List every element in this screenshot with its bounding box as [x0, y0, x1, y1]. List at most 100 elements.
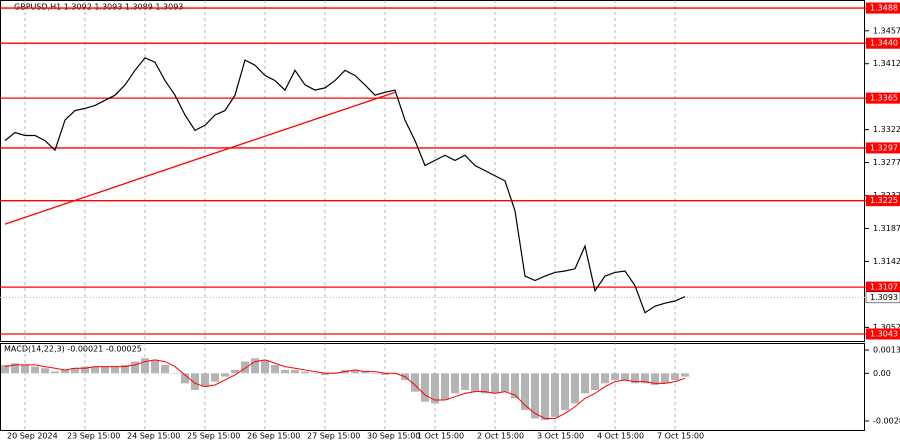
histogram-bar [91, 366, 99, 374]
y-tick-label: 0.00139 [873, 346, 900, 355]
x-tick-label: 20 Sep 2024 [7, 432, 58, 441]
histogram-bar [221, 373, 229, 377]
histogram-bar [111, 366, 119, 374]
histogram-bar [381, 373, 389, 375]
histogram-bar [31, 366, 39, 374]
histogram-bar [121, 364, 129, 374]
histogram-bar [671, 373, 679, 380]
level-label: 1.3297 [870, 143, 898, 152]
level-label-box [866, 92, 900, 104]
level-label-box [866, 328, 900, 340]
histogram-bar [241, 361, 249, 374]
histogram-bar [641, 373, 649, 384]
histogram-bar [651, 373, 659, 385]
histogram-bar [191, 373, 199, 391]
level-label: 1.3043 [870, 329, 898, 338]
histogram-bar [551, 373, 559, 417]
macd-panel-frame [0, 343, 865, 431]
y-tick-label: 1.3052 [873, 323, 900, 332]
histogram-bar [541, 373, 549, 421]
y-tick-label: 1.3412 [873, 59, 900, 68]
histogram-bar [411, 373, 419, 392]
histogram-bar [271, 364, 279, 374]
x-tick-label: 23 Sep 15:00 [67, 432, 120, 441]
level-label-box [866, 195, 900, 207]
last-price-box [865, 291, 900, 304]
histogram-bar [621, 373, 629, 380]
histogram-bar [171, 373, 179, 374]
histogram-bar [681, 373, 689, 377]
y-tick-label: 1.3457 [873, 26, 900, 35]
histogram-bar [181, 373, 189, 384]
histogram-bar [441, 373, 449, 401]
y-tick-label: 0.00 [873, 369, 891, 378]
histogram-bar [471, 373, 479, 392]
y-tick-label: 1.3277 [873, 158, 900, 167]
histogram-bar [631, 373, 639, 384]
histogram-bar [131, 361, 139, 374]
histogram-bar [21, 364, 29, 374]
y-tick-label: 1.3187 [873, 224, 900, 233]
histogram-bar [41, 368, 49, 374]
histogram-bar [261, 359, 269, 374]
histogram-bar [431, 373, 439, 404]
level-label: 1.3440 [870, 39, 898, 48]
histogram-bar [601, 373, 609, 384]
histogram-bar [151, 359, 159, 374]
macd-title: MACD(14,22,3) -0.00021 -0.00025 [4, 345, 142, 354]
histogram-bar [591, 373, 599, 391]
last-price-label: 1.3093 [870, 293, 898, 302]
histogram-bar [351, 369, 359, 374]
level-label-box [866, 281, 900, 293]
histogram-bar [251, 358, 259, 374]
histogram-bar [561, 373, 569, 411]
y-tick-label: 1.3142 [873, 257, 900, 266]
histogram-bar [11, 363, 19, 374]
histogram-bar [611, 373, 619, 380]
histogram-bar [311, 373, 319, 374]
histogram-bar [451, 373, 459, 394]
level-label: 1.3488 [870, 4, 898, 13]
histogram-bar [231, 369, 239, 374]
histogram-bar [371, 373, 379, 374]
level-label-box [866, 2, 900, 14]
x-tick-label: 24 Sep 15:00 [127, 432, 180, 441]
histogram-bar [571, 373, 579, 404]
histogram-bar [421, 373, 429, 402]
histogram-bar [141, 358, 149, 374]
level-label: 1.3225 [870, 196, 898, 205]
histogram-bar [81, 366, 89, 374]
histogram-bar [51, 371, 59, 374]
histogram-bar [461, 373, 469, 391]
x-tick-label: 3 Oct 15:00 [537, 432, 584, 441]
histogram-bar [511, 373, 519, 399]
price-line [4, 57, 686, 314]
level-label: 1.3365 [870, 94, 898, 103]
histogram-bar [321, 373, 329, 375]
x-tick-label: 4 Oct 15:00 [597, 432, 644, 441]
histogram-bar [61, 369, 69, 374]
histogram-bar [521, 373, 529, 411]
signal-line [4, 359, 686, 419]
histogram-bar [531, 373, 539, 419]
histogram-bar [1, 364, 9, 374]
histogram-bar [301, 371, 309, 374]
x-tick-label: 1 Oct 15:00 [417, 432, 464, 441]
x-tick-label: 7 Oct 15:00 [657, 432, 704, 441]
y-tick-label: -0.00285 [873, 416, 900, 425]
x-tick-label: 25 Sep 15:00 [187, 432, 240, 441]
chart-title: GBPUSD,H1 1.3092 1.3093 1.3089 1.3093 [14, 3, 183, 12]
level-label: 1.3107 [870, 283, 898, 292]
histogram-bar [581, 373, 589, 394]
histogram-bar [291, 369, 299, 374]
x-tick-label: 2 Oct 15:00 [477, 432, 524, 441]
x-tick-label: 30 Sep 15:00 [367, 432, 420, 441]
trendline [4, 91, 396, 225]
histogram-bar [71, 368, 79, 374]
histogram-bar [201, 373, 209, 387]
main-panel-frame [0, 0, 865, 342]
level-label-box [866, 142, 900, 154]
